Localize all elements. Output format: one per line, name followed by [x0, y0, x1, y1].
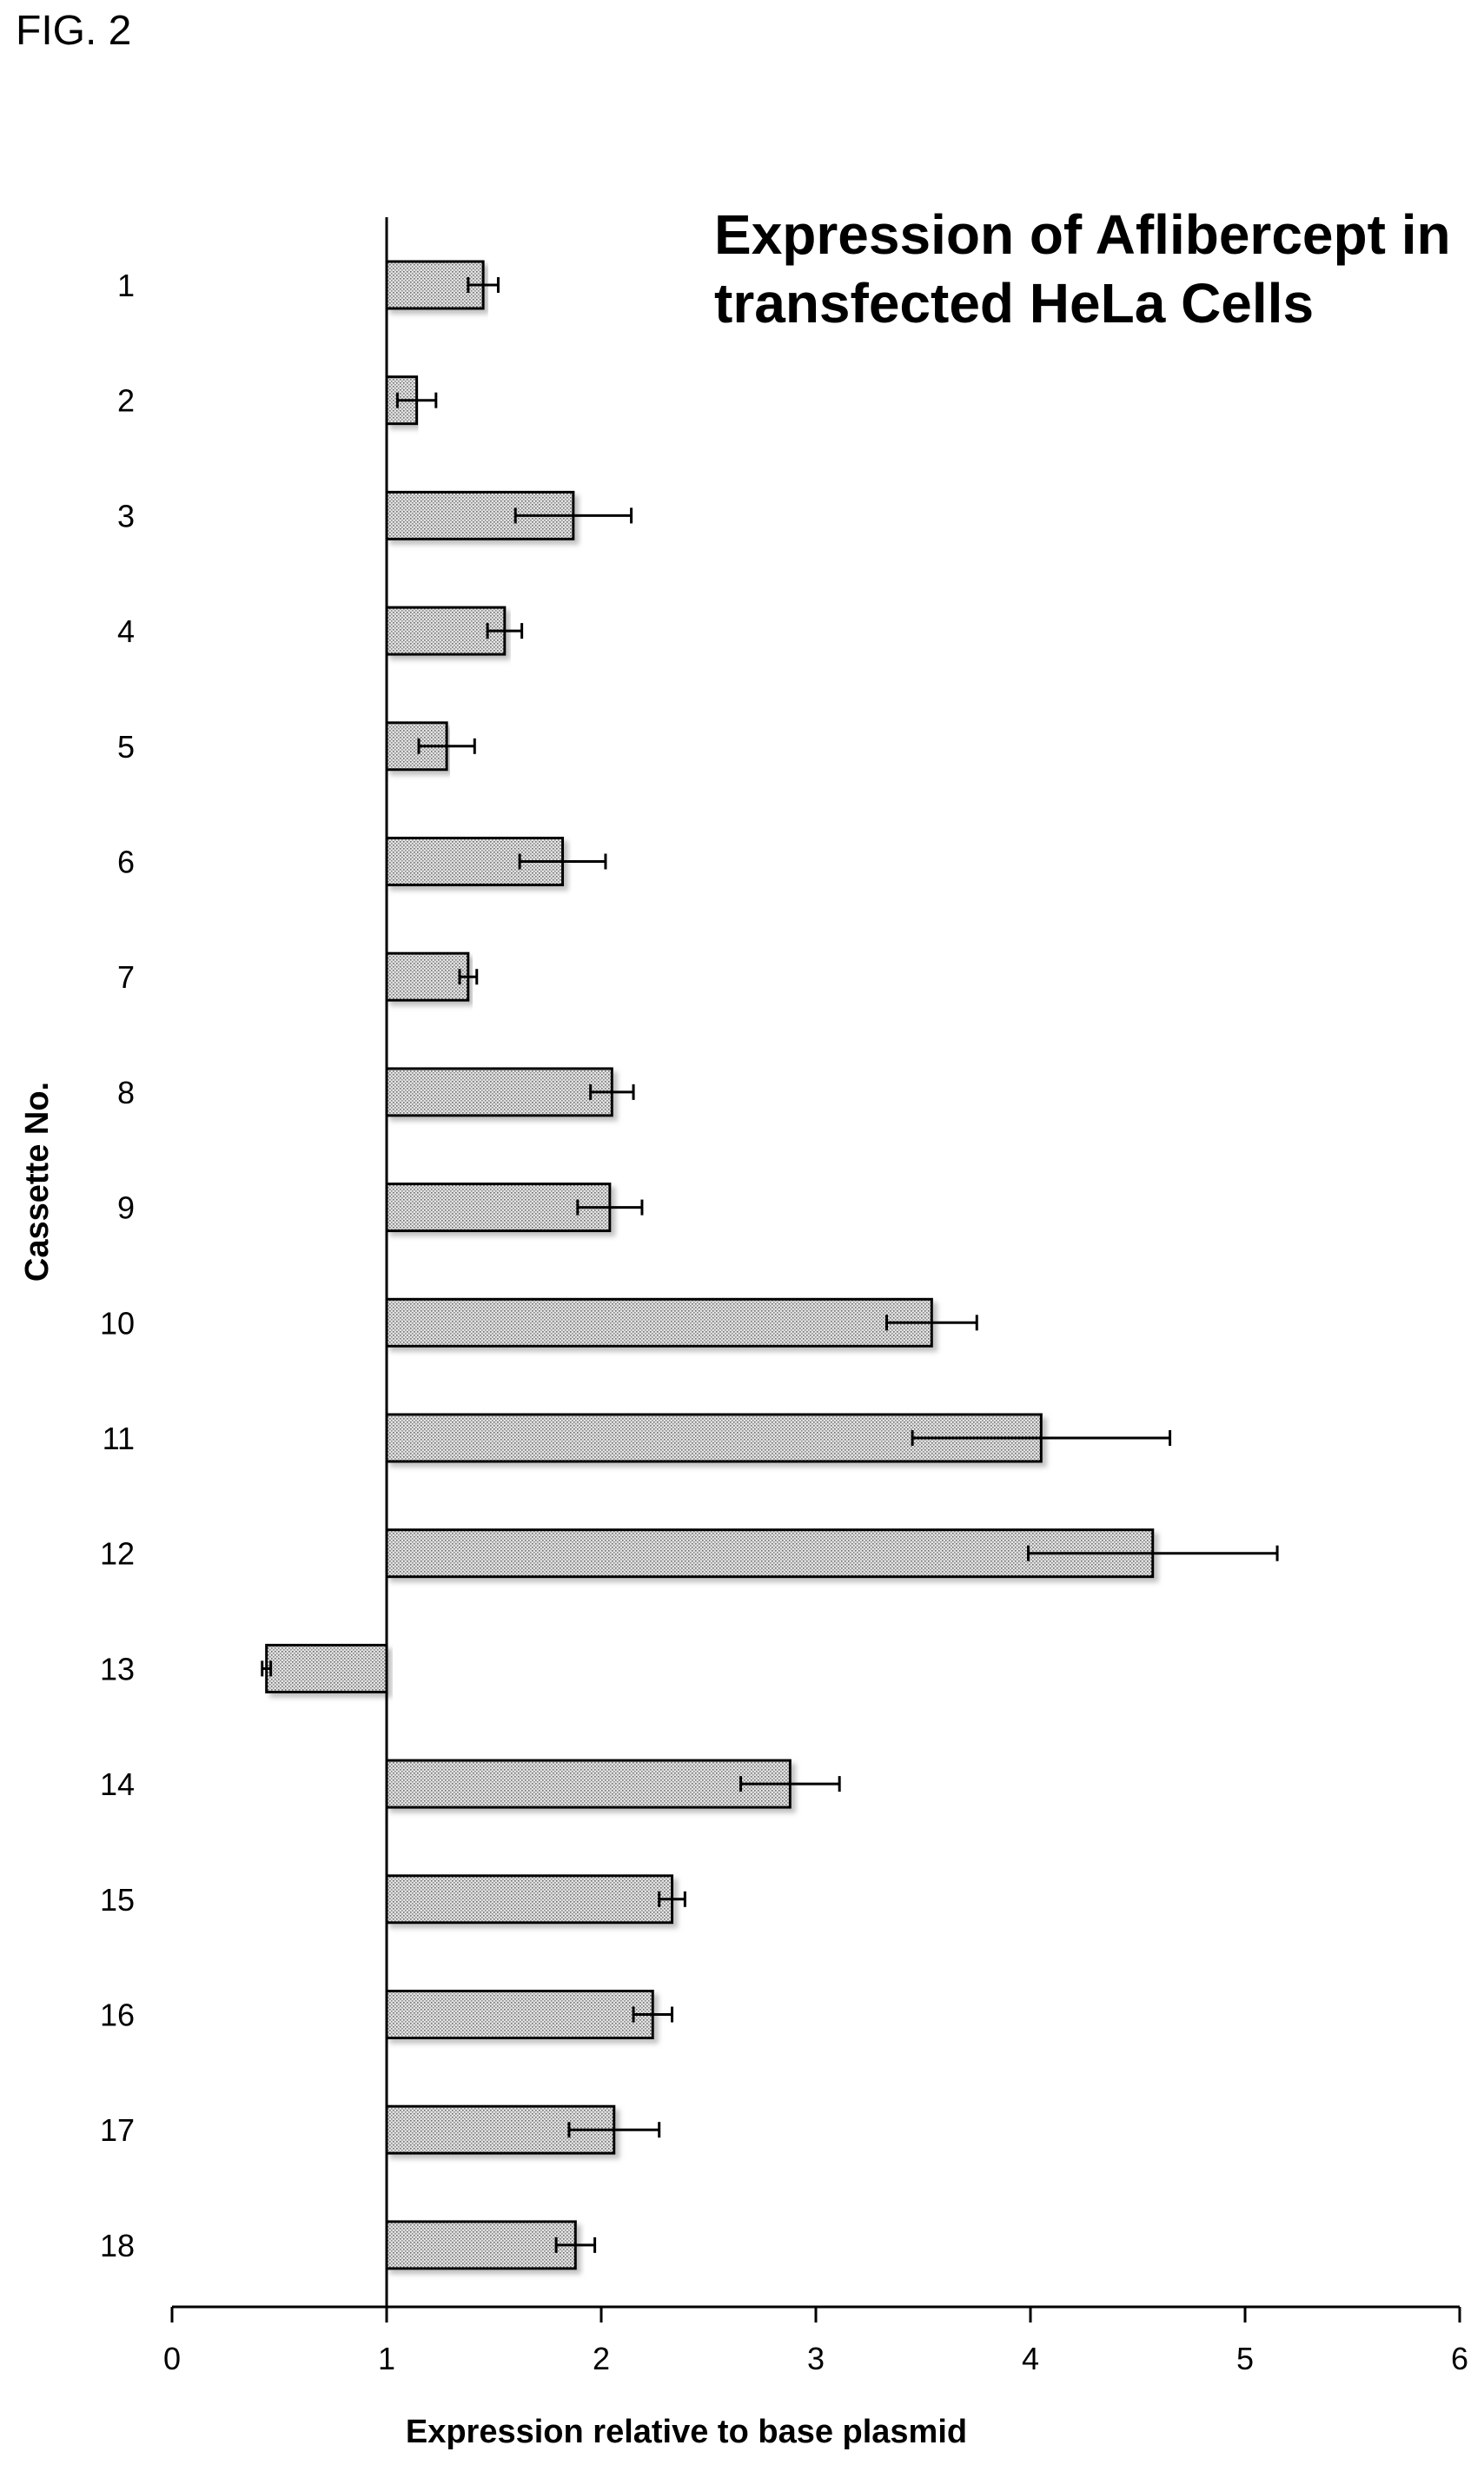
y-tick-label-9: 9: [117, 1190, 135, 1226]
y-tick-label-4: 4: [117, 613, 135, 649]
error-bar-cassette-1: [467, 277, 500, 293]
bar-cassette-16: [385, 1990, 654, 2039]
x-tick-label-0: 0: [163, 2341, 181, 2376]
bar-cassette-18: [385, 2220, 577, 2270]
error-bar-cassette-18: [554, 2236, 597, 2253]
error-bar-cassette-2: [395, 392, 438, 408]
y-tick-label-6: 6: [117, 845, 135, 880]
y-tick-label-14: 14: [100, 1766, 135, 1802]
y-tick-label-15: 15: [100, 1882, 135, 1918]
x-tick-label-4: 4: [1022, 2341, 1039, 2376]
y-tick-label-17: 17: [100, 2112, 135, 2148]
bar-cassette-10: [385, 1297, 933, 1348]
bar-cassette-14: [385, 1759, 792, 1809]
x-tick-label-1: 1: [378, 2341, 395, 2376]
error-bar-cassette-12: [1027, 1545, 1279, 1561]
error-bar-cassette-5: [417, 738, 476, 754]
error-bar-cassette-13: [261, 1660, 273, 1677]
bar-cassette-8: [385, 1067, 613, 1117]
x-tick-label-3: 3: [807, 2341, 825, 2376]
y-tick-label-2: 2: [117, 383, 135, 419]
error-bar-cassette-4: [486, 623, 524, 639]
error-bar-cassette-17: [567, 2122, 661, 2138]
error-bar-cassette-7: [458, 969, 479, 985]
figure-label: FIG. 2: [16, 8, 132, 54]
y-tick-label-7: 7: [117, 959, 135, 995]
y-tick-label-1: 1: [117, 268, 135, 303]
error-bar-cassette-15: [658, 1891, 686, 1907]
x-tick-label-6: 6: [1451, 2341, 1468, 2376]
x-tick-label-5: 5: [1236, 2341, 1254, 2376]
bar-cassette-7: [385, 951, 470, 1002]
x-tick-label-2: 2: [593, 2341, 610, 2376]
bar-cassette-12: [385, 1528, 1155, 1579]
error-bar-cassette-16: [632, 2006, 674, 2023]
error-bar-cassette-8: [589, 1083, 635, 1100]
error-bar-cassette-10: [885, 1315, 978, 1331]
y-tick-label-3: 3: [117, 498, 135, 533]
y-tick-label-13: 13: [100, 1651, 135, 1686]
bar-cassette-4: [385, 606, 507, 656]
error-bar-cassette-14: [739, 1776, 841, 1792]
error-bar-cassette-11: [911, 1430, 1172, 1446]
y-tick-label-12: 12: [100, 1536, 135, 1572]
error-bar-cassette-6: [518, 853, 607, 870]
y-tick-label-16: 16: [100, 1998, 135, 2033]
y-tick-label-10: 10: [100, 1305, 135, 1341]
bar-cassette-15: [385, 1874, 674, 1925]
x-axis-label: Expression relative to base plasmid: [406, 2414, 967, 2450]
chart-title-line-1: Expression of Aflibercept in: [714, 203, 1451, 266]
y-tick-label-5: 5: [117, 729, 135, 765]
chart-title-line-2: transfected HeLa Cells: [714, 272, 1314, 335]
error-bar-cassette-3: [513, 507, 633, 524]
y-tick-label-11: 11: [103, 1421, 135, 1456]
y-tick-label-18: 18: [100, 2228, 135, 2263]
bar-cassette-13: [265, 1643, 388, 1693]
error-bar-cassette-9: [576, 1199, 644, 1216]
y-axis-label: Cassette No.: [19, 1082, 56, 1282]
y-tick-label-8: 8: [117, 1075, 135, 1110]
